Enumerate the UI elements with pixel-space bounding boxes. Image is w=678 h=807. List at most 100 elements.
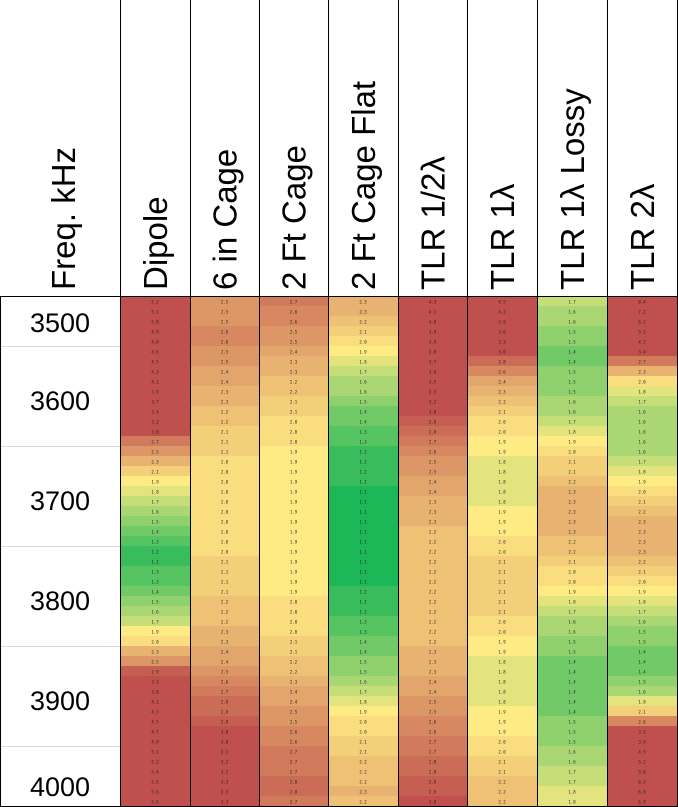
heatmap-cell xyxy=(259,396,328,407)
cell-value-label: 1.9 xyxy=(290,500,298,505)
heatmap-cell xyxy=(607,366,677,377)
cell-value-label: 2.8 xyxy=(290,780,298,785)
cell-value-label: 2.9 xyxy=(221,720,229,725)
heatmap-cell xyxy=(190,456,259,467)
cell-value-label: 2.4 xyxy=(498,380,506,385)
heatmap-cell xyxy=(190,646,259,657)
cell-value-label: 2.2 xyxy=(429,590,437,595)
heatmap-cell xyxy=(328,676,398,687)
cell-value-label: 2.6 xyxy=(221,340,229,345)
heatmap-cell xyxy=(259,616,328,627)
heatmap-cell xyxy=(537,686,607,697)
heatmap-cell xyxy=(467,536,537,547)
cell-value-label: 2.3 xyxy=(568,510,576,515)
heatmap-cell xyxy=(328,736,398,747)
cell-value-label: 2.3 xyxy=(151,460,159,465)
heatmap-cell xyxy=(259,346,328,357)
cell-value-label: 1.8 xyxy=(638,600,646,605)
cell-value-label: 2.2 xyxy=(290,380,298,385)
heatmap-cell xyxy=(328,456,398,467)
cell-value-label: 1.5 xyxy=(359,670,367,675)
heatmap-cell xyxy=(328,566,398,577)
cell-value-label: 2.0 xyxy=(151,640,159,645)
cell-value-label: 1.4 xyxy=(568,660,576,665)
cell-value-label: 3.6 xyxy=(498,330,506,335)
cell-value-label: 1.8 xyxy=(638,470,646,475)
cell-value-label: 2.3 xyxy=(151,650,159,655)
cell-value-label: 2.6 xyxy=(290,740,298,745)
cell-value-label: 3.9 xyxy=(151,390,159,395)
cell-value-label: 4.5 xyxy=(151,720,159,725)
heatmap-cell xyxy=(328,296,398,307)
column-header-label: TLR 2λ xyxy=(624,183,661,290)
heatmap-cell xyxy=(607,606,677,617)
cell-value-label: 2.2 xyxy=(429,560,437,565)
cell-value-label: 2.4 xyxy=(221,380,229,385)
frequency-tick-label: 4000 xyxy=(30,772,90,802)
cell-value-label: 1.9 xyxy=(568,440,576,445)
cell-value-label: 2.5 xyxy=(429,710,437,715)
cell-value-label: 1.1 xyxy=(359,510,367,515)
heatmap-cell xyxy=(259,406,328,417)
heatmap-cell xyxy=(607,726,677,737)
heatmap-cell xyxy=(607,686,677,697)
cell-value-label: 2.6 xyxy=(221,330,229,335)
heatmap-cell xyxy=(467,686,537,697)
cell-value-label: 2.3 xyxy=(221,630,229,635)
cell-value-label: 3.5 xyxy=(429,380,437,385)
heatmap-cell xyxy=(259,586,328,597)
heatmap-cell xyxy=(607,666,677,677)
heatmap-cell xyxy=(190,336,259,347)
heatmap-cell xyxy=(190,306,259,317)
cell-value-label: 2.8 xyxy=(429,430,437,435)
cell-value-label: 2.2 xyxy=(359,800,367,805)
cell-value-label: 1.5 xyxy=(568,330,576,335)
heatmap-cell xyxy=(537,536,607,547)
heatmap-cell xyxy=(120,766,190,777)
heatmap-cell xyxy=(120,696,190,707)
cell-value-label: 1.2 xyxy=(151,550,159,555)
heatmap-cell xyxy=(607,786,677,797)
heatmap-cell xyxy=(120,596,190,607)
cell-value-label: 1.1 xyxy=(359,550,367,555)
cell-value-label: 1.8 xyxy=(638,700,646,705)
cell-value-label: 2.3 xyxy=(429,500,437,505)
heatmap-cell xyxy=(259,646,328,657)
cell-value-label: 5.4 xyxy=(151,770,159,775)
cell-value-label: 2.1 xyxy=(498,590,506,595)
cell-value-label: 2.0 xyxy=(221,500,229,505)
heatmap-cell xyxy=(120,316,190,327)
heatmap-cell xyxy=(120,496,190,507)
heatmap-cell xyxy=(328,726,398,737)
column-header-label: TLR 1/2λ xyxy=(415,156,452,290)
cell-value-label: 2.1 xyxy=(290,650,298,655)
heatmap-cell xyxy=(467,636,537,647)
heatmap-cell xyxy=(398,596,467,607)
heatmap-cell xyxy=(120,626,190,637)
heatmap-cell xyxy=(259,366,328,377)
heatmap-cell xyxy=(607,486,677,497)
cell-value-label: 1.4 xyxy=(568,700,576,705)
cell-value-label: 2.1 xyxy=(498,760,506,765)
cell-value-label: 2.5 xyxy=(290,330,298,335)
cell-value-label: 1.8 xyxy=(359,360,367,365)
cell-value-label: 2.6 xyxy=(290,310,298,315)
heatmap-cell xyxy=(537,506,607,517)
cell-value-label: 1.1 xyxy=(359,540,367,545)
heatmap-cell xyxy=(398,716,467,727)
cell-value-label: 1.6 xyxy=(359,390,367,395)
cell-value-label: 2.2 xyxy=(638,510,646,515)
cell-value-label: 2.6 xyxy=(429,450,437,455)
heatmap-cell xyxy=(190,396,259,407)
heatmap-cell xyxy=(607,316,677,327)
cell-value-label: 2.7 xyxy=(429,740,437,745)
cell-value-label: 2.2 xyxy=(568,550,576,555)
row-header-label: Freq. kHz xyxy=(45,147,82,290)
heatmap-cell xyxy=(328,796,398,807)
heatmap-cell xyxy=(259,416,328,427)
heatmap-cell xyxy=(467,496,537,507)
cell-value-label: 1.9 xyxy=(498,710,506,715)
heatmap-cell xyxy=(190,706,259,717)
heatmap-cell xyxy=(467,746,537,757)
heatmap-cell xyxy=(259,336,328,347)
